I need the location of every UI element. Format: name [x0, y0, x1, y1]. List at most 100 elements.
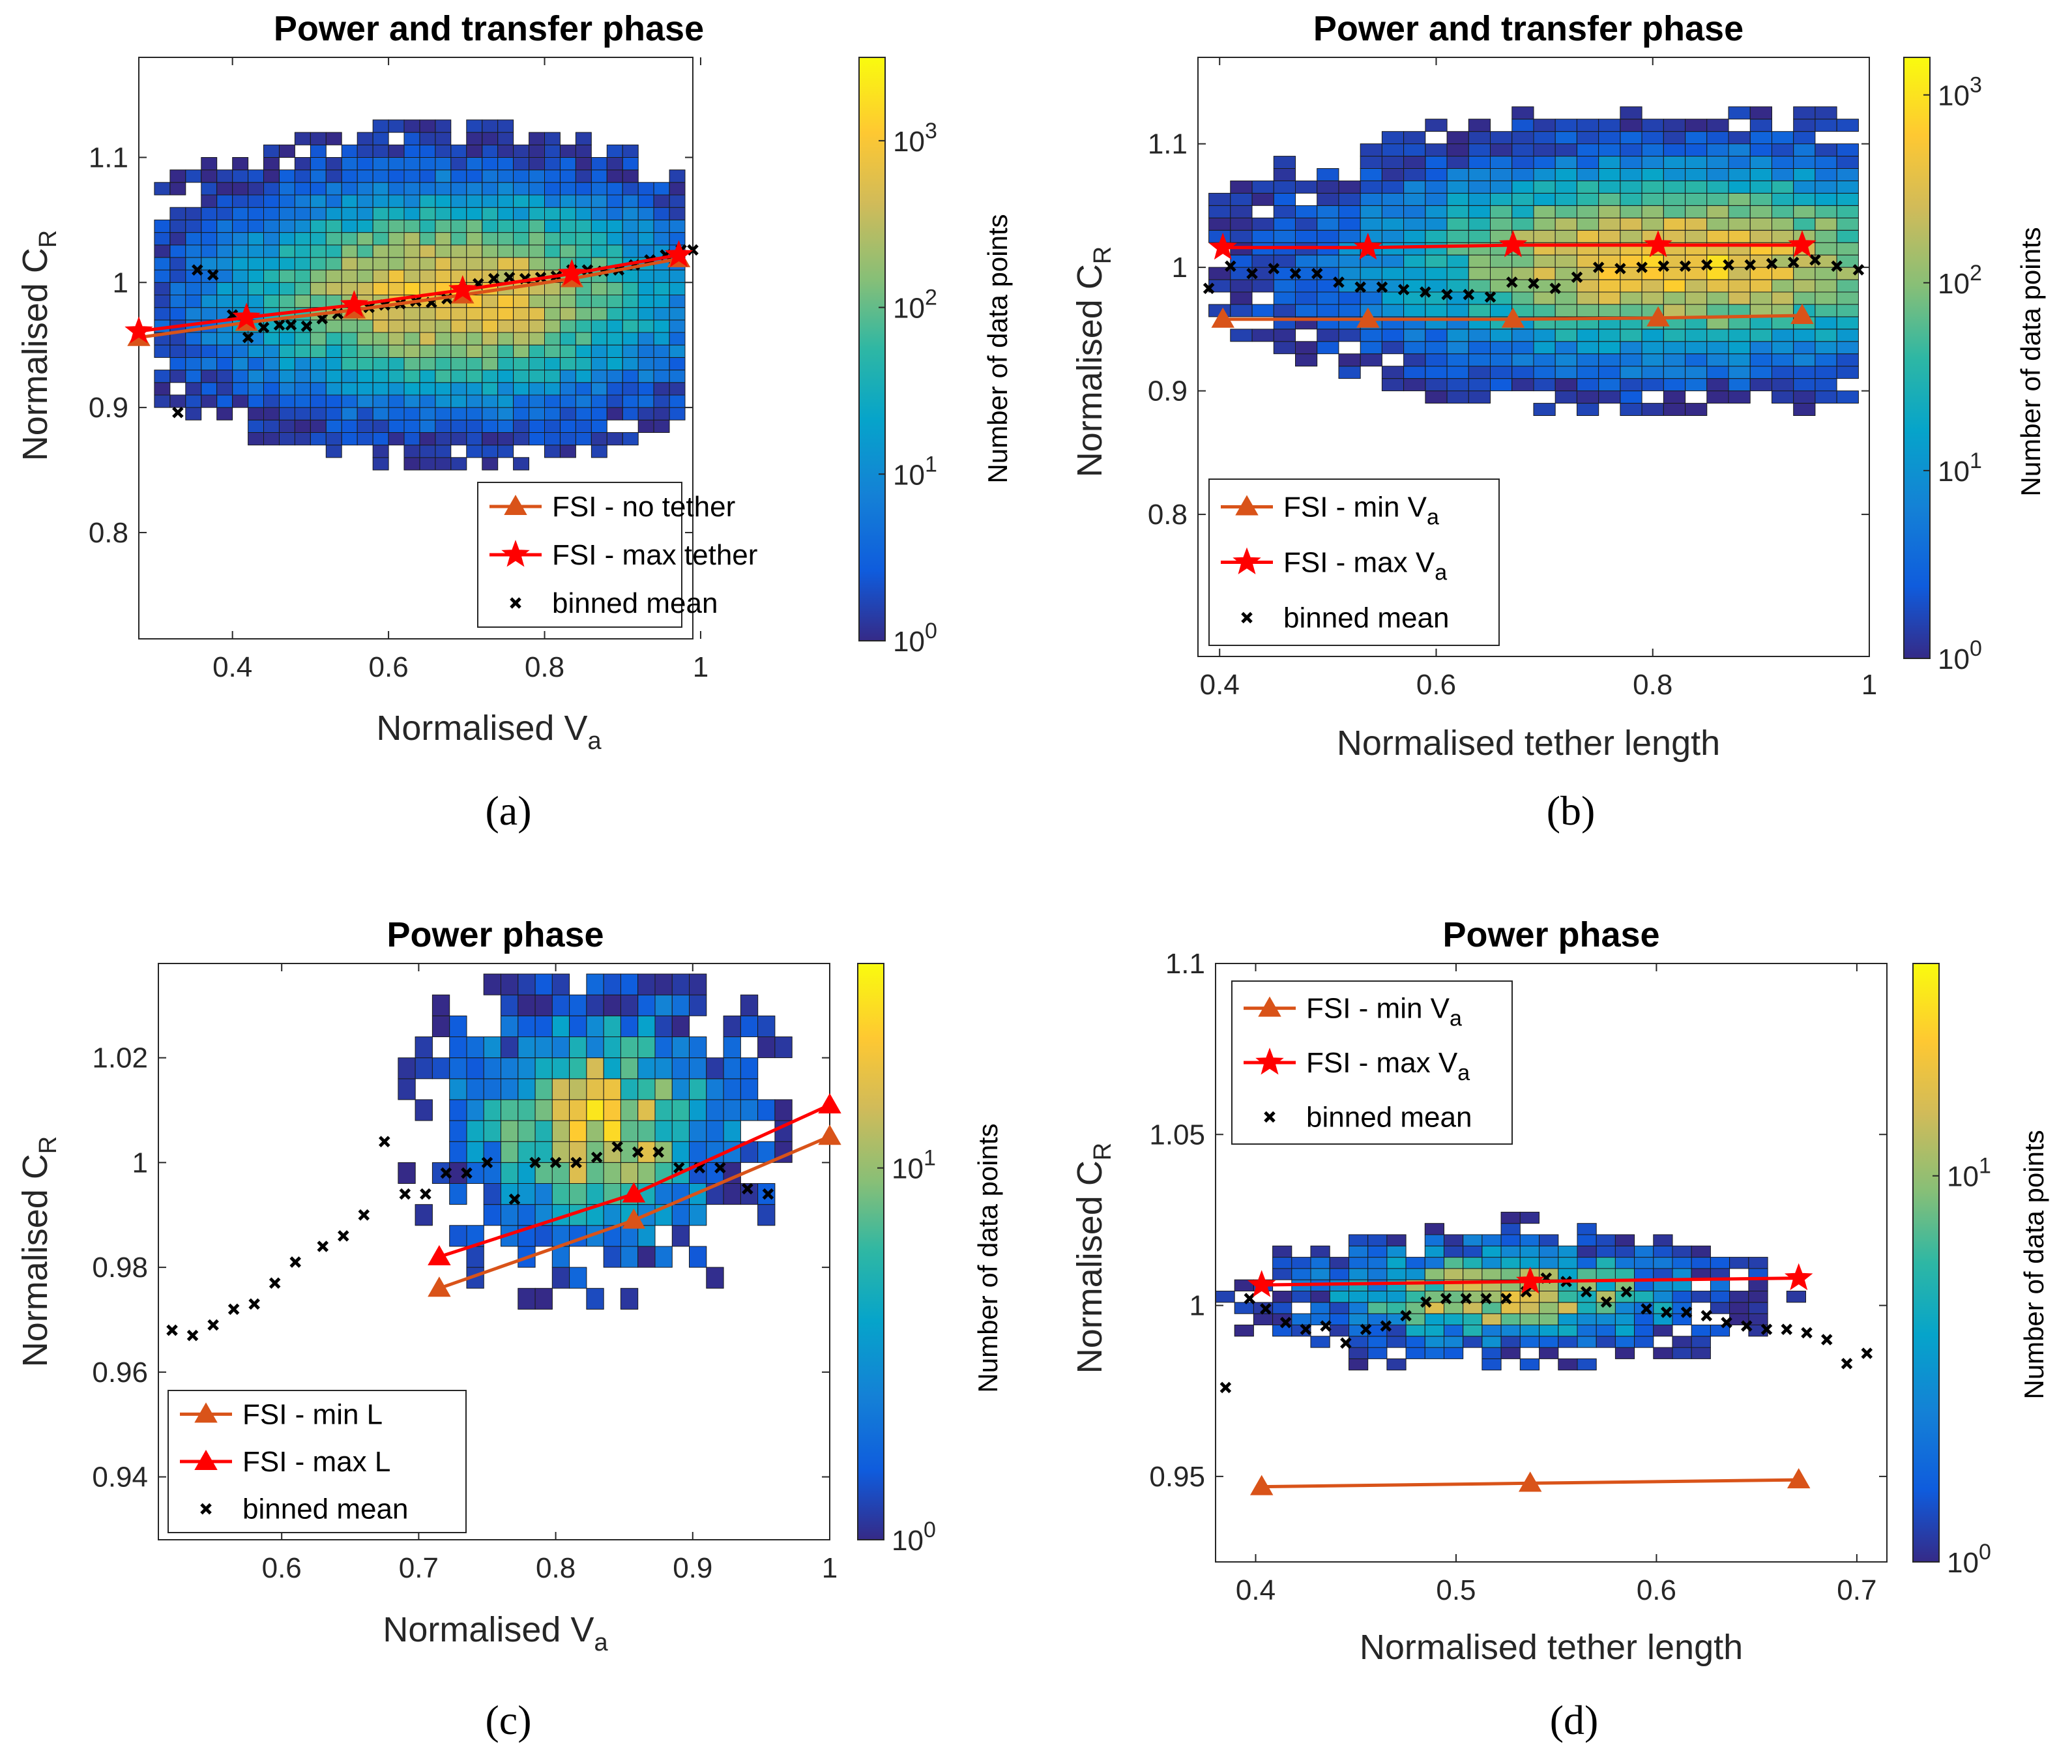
heatmap-cell: [575, 182, 592, 196]
heatmap-cell: [466, 119, 483, 133]
heatmap-cell: [185, 382, 202, 396]
fsi-marker: [1515, 1267, 1545, 1294]
heatmap-cell: [1403, 181, 1426, 194]
heatmap-cell: [185, 307, 202, 321]
heatmap-cell: [1208, 205, 1231, 218]
heatmap-cell: [1620, 403, 1642, 416]
heatmap-cell: [1446, 267, 1469, 280]
heatmap-cell: [1663, 378, 1686, 392]
heatmap-cell: [1360, 217, 1382, 231]
heatmap-cell: [357, 144, 373, 158]
heatmap-cell: [1663, 403, 1686, 416]
heatmap-cell: [450, 407, 467, 420]
heatmap-cell: [544, 144, 561, 158]
heatmap-cell: [1634, 1336, 1654, 1348]
heatmap-cell: [560, 182, 576, 196]
heatmap-cell: [1381, 143, 1405, 157]
heatmap-cell: [1230, 205, 1253, 218]
heatmap-cell: [310, 232, 327, 246]
heatmap-cell: [388, 332, 405, 345]
heatmap-cell: [294, 344, 311, 358]
heatmap-cell: [544, 244, 561, 258]
panel-c-colorbar-label: Number of data points: [972, 1123, 1003, 1392]
axes-box: [138, 57, 693, 639]
heatmap-cell: [1405, 1291, 1425, 1303]
heatmap-cell: [1481, 1234, 1502, 1246]
heatmap-cell: [1748, 1279, 1768, 1291]
heatmap-cell: [357, 157, 373, 171]
heatmap-cell: [1539, 1313, 1559, 1325]
heatmap-cell: [388, 307, 405, 321]
y-tick-label: 1.1: [1165, 948, 1205, 980]
heatmap-cell: [544, 344, 561, 358]
heatmap-cell: [1793, 168, 1816, 181]
heatmap-cell: [310, 419, 327, 433]
heatmap-cell: [513, 419, 529, 433]
heatmap-cell: [483, 1204, 502, 1226]
heatmap-cell: [637, 973, 656, 995]
heatmap-cell: [560, 370, 576, 383]
heatmap-cell: [232, 394, 249, 408]
heatmap-cell: [529, 382, 545, 396]
heatmap-cell: [653, 182, 670, 196]
heatmap-cell: [1577, 181, 1599, 194]
heatmap-cell: [216, 169, 233, 183]
fsi-series-2: [428, 1093, 841, 1266]
heatmap-cell: [1554, 131, 1577, 145]
heatmap-cell: [1360, 192, 1382, 206]
heatmap-cell: [1349, 1234, 1369, 1246]
heatmap-cell: [1620, 131, 1642, 145]
heatmap-cell: [1511, 192, 1534, 206]
heatmap-cell: [1230, 304, 1253, 317]
panel-a-caption: (a): [485, 787, 531, 834]
heatmap-cell: [1663, 192, 1686, 206]
heatmap-cell: [1706, 205, 1729, 218]
heatmap-cell: [279, 295, 295, 308]
heatmap-cell: [723, 1099, 741, 1121]
fsi-series-1: [1249, 1468, 1811, 1495]
heatmap-cell: [216, 295, 233, 308]
heatmap-cell: [551, 1015, 570, 1038]
heatmap-cell: [169, 232, 186, 246]
heatmap-cell: [560, 295, 576, 308]
heatmap-cell: [419, 382, 436, 396]
heatmap-cell: [591, 307, 607, 321]
heatmap-cell: [1273, 156, 1296, 169]
heatmap-cell: [560, 357, 576, 371]
heatmap-cell: [325, 157, 342, 171]
heatmap-cell: [466, 419, 483, 433]
heatmap-cell: [1349, 1313, 1369, 1325]
heatmap-cell: [622, 394, 639, 408]
heatmap-cell: [637, 282, 654, 295]
heatmap-cell: [1706, 366, 1729, 379]
binned-mean-point: [399, 1188, 411, 1200]
heatmap-cell: [637, 1099, 656, 1121]
heatmap-cell: [591, 319, 607, 333]
heatmap-cell: [482, 119, 499, 133]
heatmap-cell: [1663, 131, 1686, 145]
heatmap-cell: [419, 244, 436, 258]
heatmap-cell: [1273, 181, 1296, 194]
heatmap-cell: [357, 419, 373, 433]
heatmap-cell: [372, 370, 389, 383]
colorbar-tick-label: 103: [893, 119, 937, 158]
binned-mean-point: [166, 1324, 178, 1336]
heatmap-cell: [1468, 156, 1491, 169]
heatmap-cell: [529, 232, 545, 246]
heatmap-cell: [1329, 1257, 1350, 1269]
heatmap-cell: [497, 144, 514, 158]
binned-mean-point: [269, 1277, 281, 1289]
heatmap-cell: [689, 973, 707, 995]
heatmap-cell: [689, 1099, 707, 1121]
heatmap-cell: [1554, 181, 1577, 194]
heatmap-cell: [1215, 1291, 1235, 1303]
heatmap-cell: [435, 144, 452, 158]
colorbar-tick-label: 101: [1947, 1154, 1991, 1193]
heatmap-cell: [637, 182, 654, 196]
heatmap-cell: [263, 219, 280, 233]
heatmap-cell: [1641, 403, 1664, 416]
legend-label: binned mean: [552, 587, 718, 619]
heatmap-cell: [1367, 1257, 1388, 1269]
heatmap-cell: [560, 169, 576, 183]
heatmap-cell: [341, 194, 358, 208]
